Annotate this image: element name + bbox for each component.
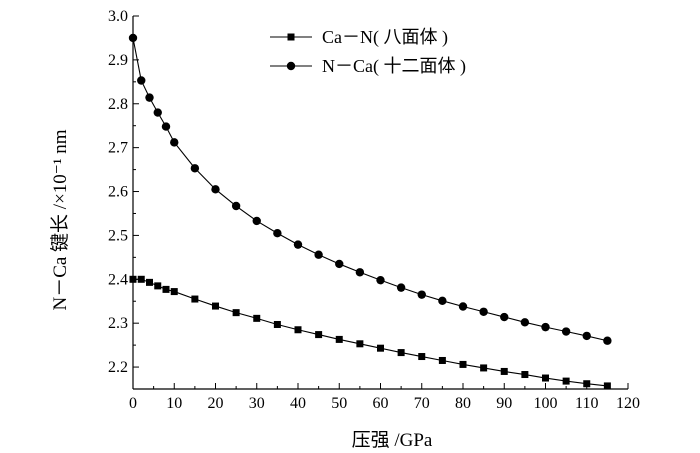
y-tick-label: 2.7 xyxy=(108,140,128,157)
x-tick-label: 60 xyxy=(373,395,389,412)
x-tick-label: 0 xyxy=(129,395,137,412)
y-tick-label: 3.0 xyxy=(108,8,128,25)
series-line xyxy=(133,278,608,387)
square-point xyxy=(170,288,178,296)
circle-point xyxy=(541,322,550,332)
x-tick-label: 50 xyxy=(331,395,347,412)
square-point xyxy=(154,282,162,290)
circle-point xyxy=(137,76,146,85)
circle-point xyxy=(376,275,385,285)
circle-point xyxy=(170,138,179,147)
y-tick-label: 2.6 xyxy=(108,184,128,201)
x-tick-label: 100 xyxy=(534,395,558,412)
circle-point xyxy=(396,283,406,292)
square-point xyxy=(315,331,323,339)
square-point xyxy=(542,374,549,382)
circle-point xyxy=(355,268,365,277)
circle-point xyxy=(128,33,138,43)
circle-point xyxy=(335,259,344,269)
x-axis-title: 压强 /GPa xyxy=(352,430,433,451)
square-point xyxy=(418,353,426,361)
x-tick-label: 110 xyxy=(575,395,598,412)
square-point xyxy=(253,314,261,322)
y-tick-label: 2.3 xyxy=(108,315,128,332)
circle-point xyxy=(145,93,154,102)
x-tick-label: 30 xyxy=(249,395,265,412)
ticks: 0 10 20 30 40 50 60 70 80 90 100 110 120 2.2 2.3 2.4 2.5… xyxy=(108,8,640,412)
square-point xyxy=(212,302,219,310)
y-tick-label: 2.5 xyxy=(108,227,128,244)
x-tick-label: 40 xyxy=(290,395,306,412)
legend: Ca－N( 八面体 ) N－Ca( 十二面体 ) xyxy=(270,27,466,77)
square-point xyxy=(335,335,343,343)
square-point xyxy=(480,364,488,372)
y-tick-label: 2.9 xyxy=(108,52,128,69)
y-axis-title: N－Ca 键长 /×10⁻¹ nm xyxy=(49,129,71,310)
circle-point xyxy=(438,296,447,305)
x-tick-label: 70 xyxy=(414,395,430,412)
series-1 xyxy=(129,275,611,390)
square-point xyxy=(356,340,364,348)
square-point xyxy=(137,275,145,283)
square-point xyxy=(500,367,508,375)
square-point xyxy=(377,344,384,352)
square-point xyxy=(146,278,153,286)
square-point xyxy=(232,309,240,317)
square-point xyxy=(562,377,570,385)
y-tick-label: 2.8 xyxy=(108,96,128,113)
square-point xyxy=(521,371,529,379)
square-point xyxy=(129,275,137,283)
circle-point xyxy=(161,122,171,131)
circle-point xyxy=(458,302,468,311)
circle-point xyxy=(500,312,509,322)
square-point xyxy=(397,349,405,357)
circle-point xyxy=(520,318,530,327)
x-tick-label: 80 xyxy=(455,395,471,412)
series-2 xyxy=(128,33,612,345)
square-point xyxy=(603,382,611,390)
x-tick-label: 20 xyxy=(208,395,224,412)
legend-marker xyxy=(286,61,296,71)
square-point xyxy=(162,285,170,293)
circle-point xyxy=(603,336,612,345)
circle-point xyxy=(314,250,323,259)
series-line xyxy=(132,37,608,342)
circle-point xyxy=(190,164,200,173)
square-point xyxy=(294,326,302,334)
circle-point xyxy=(293,240,303,249)
legend-marker xyxy=(287,33,295,41)
circle-point xyxy=(561,327,571,336)
square-point xyxy=(438,356,446,364)
legend-label: N－Ca( 十二面体 ) xyxy=(322,56,466,77)
series-layer xyxy=(128,33,612,390)
legend-entry: N－Ca( 十二面体 ) xyxy=(270,56,466,77)
square-point xyxy=(459,360,467,368)
circle-point xyxy=(582,331,591,341)
circle-point xyxy=(153,108,162,117)
square-point xyxy=(191,295,199,303)
x-tick-label: 120 xyxy=(616,395,640,412)
legend-label: Ca－N( 八面体 ) xyxy=(322,27,448,48)
circle-point xyxy=(211,185,220,194)
circle-point xyxy=(231,201,241,211)
square-point xyxy=(583,380,591,388)
circle-point xyxy=(479,307,488,316)
square-point xyxy=(273,320,281,328)
circle-point xyxy=(273,229,282,238)
legend-entry: Ca－N( 八面体 ) xyxy=(270,27,448,48)
x-tick-label: 90 xyxy=(496,395,512,412)
y-tick-label: 2.4 xyxy=(108,271,128,288)
circle-point xyxy=(417,290,426,299)
x-tick-label: 10 xyxy=(166,395,182,412)
y-tick-label: 2.2 xyxy=(108,359,128,376)
circle-point xyxy=(252,216,261,226)
